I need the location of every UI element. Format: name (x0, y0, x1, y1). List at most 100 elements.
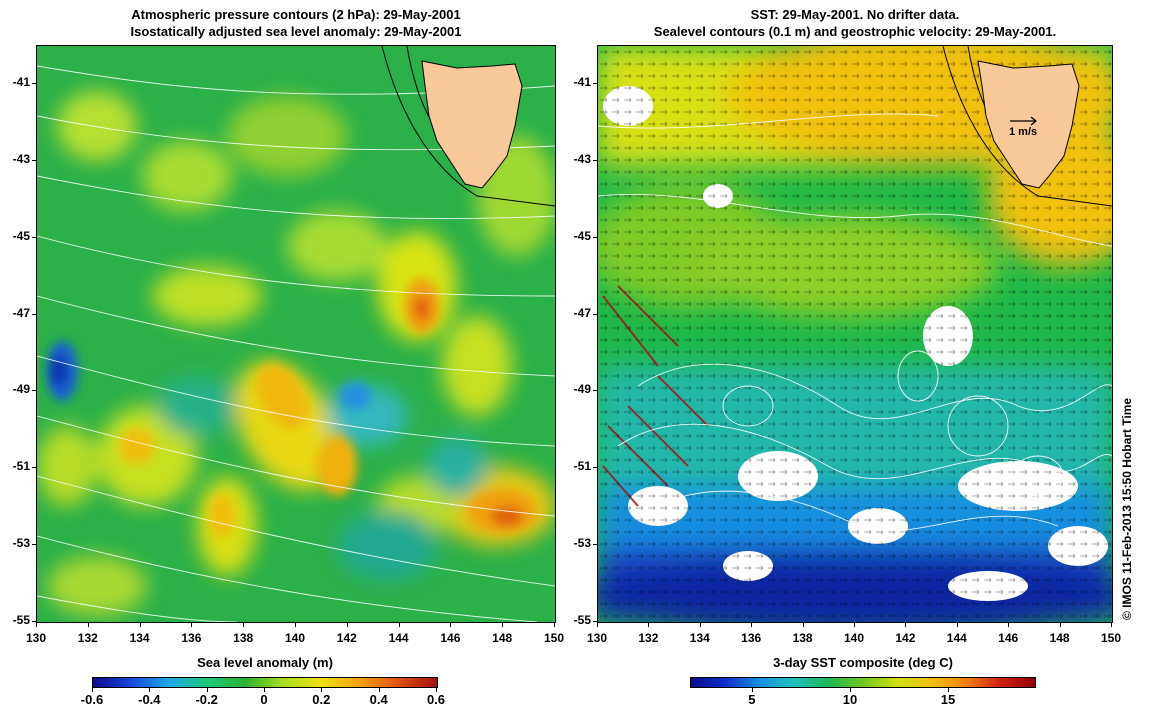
left-lat-label: -43 (12, 151, 30, 166)
left-lon-tick (87, 622, 89, 627)
right-lon-tick (854, 622, 855, 627)
left-title: Atmospheric pressure contours (2 hPa): 2… (37, 6, 555, 40)
left-lon-label: 132 (77, 631, 98, 645)
left-lon-tick (554, 622, 555, 627)
left-cbar-tick (206, 688, 208, 692)
left-lon-label: 146 (440, 631, 461, 645)
left-lon-label: 136 (181, 631, 202, 645)
left-cbar-tick (149, 688, 151, 692)
left-lon-tick (243, 622, 245, 627)
left-title-line1: Atmospheric pressure contours (2 hPa): 2… (131, 7, 461, 22)
right-lat-label: -43 (573, 151, 591, 166)
right-lat-tick (593, 236, 597, 238)
left-lon-label: 144 (388, 631, 409, 645)
right-lat-label: -49 (573, 382, 591, 397)
right-lon-label: 150 (1100, 631, 1122, 645)
left-cbar-label: 0.6 (426, 692, 446, 707)
right-lon-tick (1111, 622, 1112, 627)
left-lon-label: 140 (284, 631, 306, 645)
right-colorbar (690, 677, 1036, 688)
right-title: SST: 29-May-2001. No drifter data. Seale… (598, 6, 1112, 40)
left-lat-tick (32, 467, 36, 469)
left-lat-tick (32, 544, 36, 546)
left-cbar-tick (378, 688, 380, 692)
right-cbar-label: 15 (940, 692, 956, 707)
left-lon-tick (36, 622, 37, 627)
left-lon-tick (295, 622, 296, 627)
right-lat-tick (593, 313, 597, 315)
left-lat-label: -41 (12, 75, 30, 89)
left-lon-tick (398, 622, 400, 627)
right-lon-tick (1008, 622, 1010, 627)
right-cbar-label: 10 (842, 692, 858, 707)
left-lat-label: -53 (12, 536, 30, 551)
left-lon-tick (502, 622, 504, 627)
tasmania-land (421, 60, 523, 189)
left-lat-label: -55 (12, 613, 30, 627)
left-title-line2: Isostatically adjusted sea level anomaly… (130, 24, 462, 39)
right-lon-tick (699, 622, 701, 627)
left-cbar-label: 0.2 (312, 692, 331, 707)
sst-map: 1 m/s (597, 45, 1113, 623)
left-lon-label: 150 (543, 631, 565, 645)
velocity-scale-arrow (1010, 116, 1037, 126)
right-lon-label: 138 (792, 631, 813, 645)
right-cbar-label: 5 (748, 692, 756, 707)
left-lon-tick (139, 622, 141, 627)
left-lat-tick (32, 236, 36, 238)
right-cbar-tick (849, 688, 851, 692)
right-lon-tick (648, 622, 650, 627)
left-lat-tick (32, 159, 36, 161)
left-lat-tick (32, 390, 36, 392)
right-lon-label: 132 (638, 631, 659, 645)
right-lon-label: 130 (586, 631, 608, 645)
tasmania-land (977, 60, 1080, 189)
right-lon-label: 136 (741, 631, 762, 645)
left-lon-label: 138 (233, 631, 254, 645)
left-cbar-label: -0.2 (195, 692, 218, 707)
right-lat-tick (593, 621, 597, 622)
left-cbar-label: -0.6 (80, 692, 104, 707)
right-lon-tick (802, 622, 804, 627)
right-lat-label: -45 (573, 228, 591, 243)
right-lon-tick (956, 622, 958, 627)
left-cbar-tick (92, 688, 93, 692)
left-lon-tick (346, 622, 348, 627)
right-lat-tick (593, 390, 597, 392)
right-title-line1: SST: 29-May-2001. No drifter data. (750, 7, 960, 22)
left-lat-label: -45 (12, 228, 30, 243)
right-lon-tick (1059, 622, 1061, 627)
right-lon-label: 140 (843, 631, 865, 645)
right-lat-label: -53 (573, 536, 591, 551)
right-lat-tick (593, 544, 597, 546)
right-lat-tick (593, 83, 597, 84)
left-lon-label: 148 (492, 631, 513, 645)
velocity-scale-label: 1 m/s (1009, 126, 1038, 138)
left-cbar-label: 0.4 (369, 692, 388, 707)
left-lat-tick (32, 83, 36, 84)
right-lon-label: 134 (689, 631, 710, 645)
right-lat-tick (593, 159, 597, 161)
left-lat-label: -49 (12, 382, 30, 397)
left-colorbar (92, 677, 438, 688)
right-cbar-tick (751, 688, 753, 692)
right-lat-label: -51 (573, 459, 591, 474)
right-lon-label: 146 (998, 631, 1019, 645)
left-lat-tick (32, 621, 36, 622)
left-cbar-tick (321, 688, 323, 692)
sea-level-anomaly-map (36, 45, 556, 623)
right-lon-label: 144 (946, 631, 967, 645)
left-lon-tick (450, 622, 452, 627)
right-lat-tick (593, 467, 597, 469)
left-lat-label: -51 (12, 459, 30, 474)
left-cbar-label: 0 (260, 692, 268, 707)
left-lon-label: 130 (25, 631, 47, 645)
left-lat-label: -47 (12, 305, 30, 320)
right-lon-label: 148 (1049, 631, 1070, 645)
credit-text: © IMOS 11-Feb-2013 15:50 Hobart Time (1120, 397, 1134, 620)
left-cbar-label: -0.4 (138, 692, 161, 707)
right-cbar-tick (948, 688, 949, 692)
left-cbar-tick (264, 688, 265, 692)
left-lon-label: 134 (129, 631, 150, 645)
right-lat-label: -47 (573, 305, 591, 320)
